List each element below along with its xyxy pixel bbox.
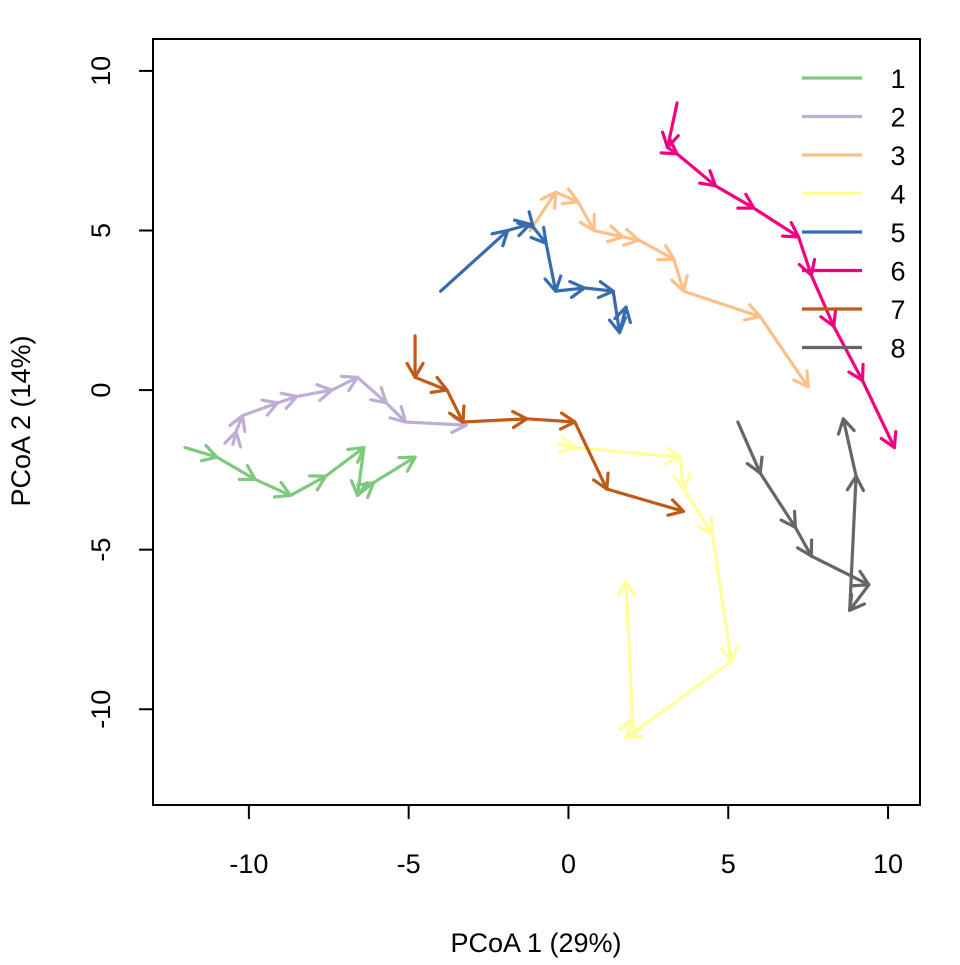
trajectory-segment (413, 375, 449, 392)
trajectory-segment (323, 445, 366, 478)
trajectory-segment (355, 481, 376, 498)
series-6 (659, 101, 898, 450)
series-2 (223, 374, 468, 449)
arrow-head (397, 455, 417, 473)
trajectory-segment (215, 455, 257, 482)
legend-label-2: 2 (890, 103, 905, 133)
x-tick-label: 10 (873, 849, 903, 879)
trajectory-segment (793, 525, 813, 558)
trajectory-segment (809, 273, 836, 328)
trajectory-segment (554, 286, 587, 293)
trajectory-segment (582, 286, 615, 293)
trajectory-segment (605, 487, 686, 513)
arrow-head (792, 369, 810, 389)
trajectory-segment (355, 375, 388, 405)
trajectory-segment (758, 315, 810, 389)
trajectory-segment (384, 401, 408, 424)
arrow-head (666, 498, 686, 517)
legend-label-6: 6 (890, 257, 905, 287)
trajectory-segment (848, 583, 871, 612)
trajectory-segment (576, 200, 596, 233)
x-tick-label: 5 (721, 849, 736, 879)
trajectory-segment (573, 445, 682, 459)
arrow-head (617, 579, 637, 598)
trajectory-segment (678, 455, 686, 491)
trajectory-segment (624, 579, 634, 721)
x-axis-title: PCoA 1 (29%) (450, 928, 621, 958)
trajectory-segment (330, 375, 360, 392)
trajectory-segment (439, 228, 510, 293)
x-axis: -10 -5 0 5 10 (229, 804, 903, 879)
arrow-head (613, 305, 632, 325)
trajectory-segment (295, 388, 334, 399)
trajectory-segment (681, 487, 714, 536)
trajectory-segment (355, 445, 366, 498)
trajectory-segment (544, 241, 558, 293)
legend-label-7: 7 (890, 295, 905, 325)
x-tick-label: -10 (229, 849, 268, 879)
trajectory-segment (624, 659, 734, 740)
y-tick-label: 0 (86, 383, 116, 398)
legend-label-5: 5 (890, 218, 905, 248)
legend-label-1: 1 (890, 64, 905, 94)
trajectory-segment (758, 471, 797, 529)
trajectory-segment (675, 152, 718, 188)
trajectory-segment (461, 417, 529, 424)
trajectory-segment (240, 401, 280, 418)
trajectory-segment (531, 225, 548, 245)
y-tick-label: 10 (86, 56, 116, 86)
trajectory-segment (796, 235, 813, 277)
legend-label-4: 4 (890, 180, 905, 210)
x-tick-label: 0 (561, 849, 576, 879)
trajectory-segment (736, 420, 762, 475)
trajectory-segment (809, 554, 871, 587)
trajectory-segment (841, 417, 858, 478)
trajectory-segment (592, 228, 625, 239)
series-5 (439, 210, 632, 335)
trajectory-segment (611, 289, 622, 335)
trajectory-segment (681, 289, 762, 319)
arrow-head (836, 417, 856, 436)
trajectory-segment (253, 477, 293, 498)
y-tick-label: -5 (86, 538, 116, 562)
series-4 (557, 435, 739, 740)
x-tick-label: -5 (397, 849, 421, 879)
arrow-head (879, 429, 898, 450)
trajectory-segment (288, 474, 328, 498)
legend: 1 2 3 4 5 6 7 8 (802, 64, 906, 364)
series-3 (528, 187, 810, 389)
legend-label-3: 3 (890, 141, 905, 171)
trajectory-segment (860, 378, 897, 450)
legend-label-8: 8 (890, 334, 905, 364)
trajectory-segment (832, 324, 865, 383)
y-tick-label: 5 (86, 223, 116, 238)
trajectory-segment (573, 420, 609, 491)
series-layer (183, 101, 898, 740)
trajectory-segment (710, 532, 734, 663)
trajectory-segment (848, 474, 858, 612)
y-axis: -10 -5 0 5 10 (86, 56, 154, 729)
trajectory-segment (713, 184, 756, 210)
y-axis-title: PCoA 2 (14%) (6, 335, 36, 506)
trajectory-segment (528, 190, 558, 233)
trajectory-segment (276, 394, 299, 405)
series-7 (405, 334, 686, 517)
trajectory-segment (525, 417, 577, 424)
trajectory-segment (617, 305, 628, 335)
trajectory-segment (554, 190, 580, 204)
y-tick-label: -10 (86, 690, 116, 729)
trajectory-segment (371, 455, 417, 485)
trajectory-segment (183, 445, 219, 459)
trajectory-segment (403, 420, 468, 427)
series-8 (736, 417, 871, 612)
trajectory-segment (672, 257, 686, 293)
trajectory-segment (624, 717, 634, 740)
trajectory-segment (752, 206, 801, 239)
trajectory-segment (637, 238, 676, 261)
series-1 (183, 443, 417, 500)
trajectory-segment (445, 388, 465, 424)
